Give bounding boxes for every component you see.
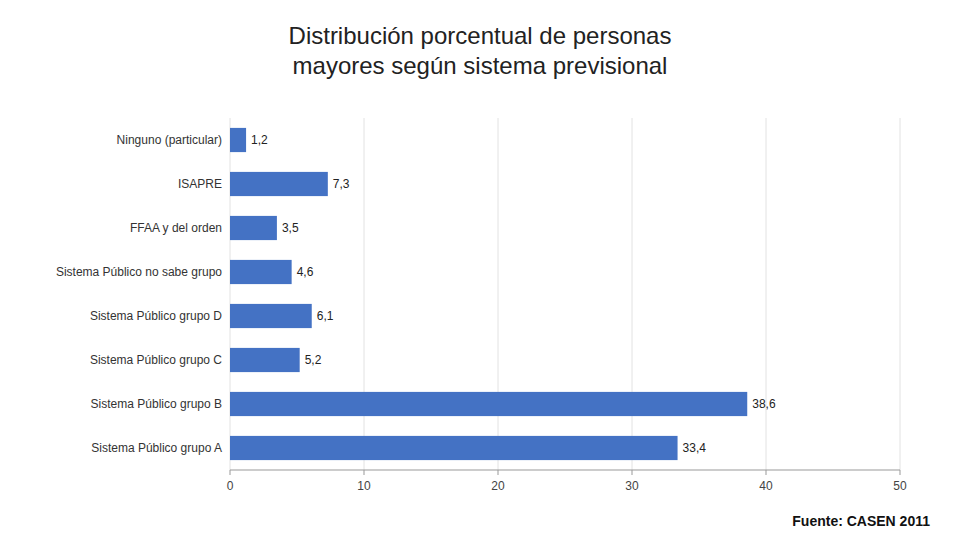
data-label: 3,5 — [282, 221, 299, 235]
title-line: Distribución porcentual de personas — [289, 22, 672, 49]
grid-line — [766, 118, 767, 470]
chart-title: Distribución porcentual de personas mayor… — [289, 22, 672, 79]
grid-line — [632, 118, 633, 470]
x-axis: 0 10 20 30 40 50 — [227, 470, 907, 493]
grid — [230, 118, 900, 470]
category-label: Sistema Público grupo C — [90, 353, 222, 367]
category-label: Sistema Público grupo D — [90, 309, 222, 323]
tick-label: 20 — [491, 479, 505, 493]
category-label: Sistema Público grupo A — [91, 441, 222, 455]
data-label: 1,2 — [251, 133, 268, 147]
source-note: Fuente: CASEN 2011 — [792, 513, 930, 529]
bar — [230, 260, 292, 284]
grid-line — [230, 118, 231, 470]
bar — [230, 128, 246, 152]
labels: 33,4 38,6 5,2 6,1 4,6 3,5 7,3 1,2 — [251, 133, 776, 455]
y-axis: Sistema Público grupo A Sistema Público g… — [56, 133, 222, 455]
tick-mark — [498, 470, 499, 475]
tick-label: 50 — [893, 479, 907, 493]
data-label: 38,6 — [752, 397, 776, 411]
grid-line — [498, 118, 499, 470]
tick-label: 40 — [759, 479, 773, 493]
bar — [230, 392, 747, 416]
data-label: 5,2 — [305, 353, 322, 367]
category-label: FFAA y del orden — [130, 221, 222, 235]
category-label: Ninguno (particular) — [117, 133, 222, 147]
x-axis-line — [230, 470, 900, 471]
bar — [230, 348, 300, 372]
tick-label: 0 — [227, 479, 234, 493]
bar — [230, 436, 678, 460]
title-line: mayores según sistema previsional — [293, 52, 668, 79]
grid-line — [900, 118, 901, 470]
category-label: Sistema Público grupo B — [91, 397, 222, 411]
bar — [230, 304, 312, 328]
data-label: 6,1 — [317, 309, 334, 323]
grid-line — [364, 118, 365, 470]
bar — [230, 216, 277, 240]
chart-container: Distribución porcentual de personas mayor… — [0, 0, 960, 540]
bar — [230, 172, 328, 196]
tick-label: 30 — [625, 479, 639, 493]
tick-label: 10 — [357, 479, 371, 493]
category-label: ISAPRE — [178, 177, 222, 191]
data-label: 4,6 — [297, 265, 314, 279]
tick-mark — [230, 470, 231, 475]
tick-mark — [364, 470, 365, 475]
bars — [230, 128, 747, 460]
data-label: 33,4 — [683, 441, 707, 455]
tick-mark — [900, 470, 901, 475]
chart-svg: Distribución porcentual de personas mayor… — [0, 0, 960, 540]
tick-mark — [632, 470, 633, 475]
data-label: 7,3 — [333, 177, 350, 191]
tick-mark — [766, 470, 767, 475]
category-label: Sistema Público no sabe grupo — [56, 265, 222, 279]
